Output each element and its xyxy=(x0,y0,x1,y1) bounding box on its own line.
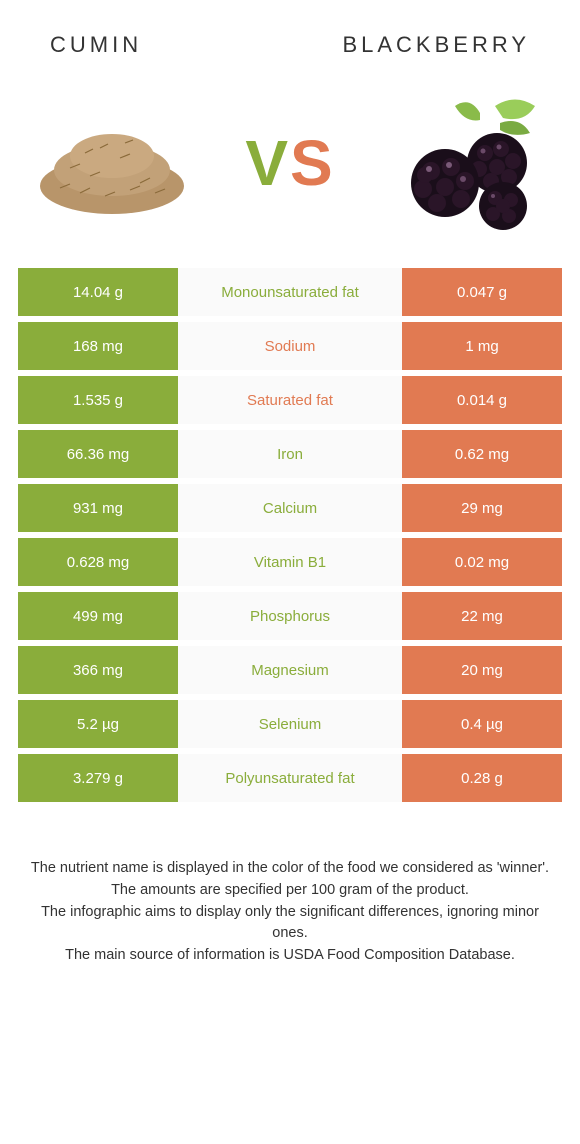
cell-right-value: 0.02 mg xyxy=(402,538,562,586)
cell-left-value: 931 mg xyxy=(18,484,178,532)
cell-nutrient-name: Selenium xyxy=(178,700,402,748)
cell-left-value: 366 mg xyxy=(18,646,178,694)
cell-nutrient-name: Saturated fat xyxy=(178,376,402,424)
header: CUMIN BLACKBERRY xyxy=(0,0,580,78)
cell-nutrient-name: Monounsaturated fat xyxy=(178,268,402,316)
footer-notes: The nutrient name is displayed in the co… xyxy=(0,808,580,967)
cell-left-value: 1.535 g xyxy=(18,376,178,424)
vs-s: S xyxy=(290,127,335,199)
table-row: 3.279 gPolyunsaturated fat0.28 g xyxy=(18,754,562,802)
blackberry-image xyxy=(385,88,550,238)
cell-left-value: 66.36 mg xyxy=(18,430,178,478)
table-row: 168 mgSodium1 mg xyxy=(18,322,562,370)
table-row: 5.2 µgSelenium0.4 µg xyxy=(18,700,562,748)
cell-right-value: 0.047 g xyxy=(402,268,562,316)
cell-right-value: 22 mg xyxy=(402,592,562,640)
cell-left-value: 0.628 mg xyxy=(18,538,178,586)
table-row: 366 mgMagnesium20 mg xyxy=(18,646,562,694)
cell-right-value: 20 mg xyxy=(402,646,562,694)
title-right: BLACKBERRY xyxy=(342,32,530,58)
table-row: 499 mgPhosphorus22 mg xyxy=(18,592,562,640)
footer-line-1: The nutrient name is displayed in the co… xyxy=(30,858,550,880)
cell-nutrient-name: Sodium xyxy=(178,322,402,370)
cumin-image xyxy=(30,88,195,238)
footer-line-3: The infographic aims to display only the… xyxy=(30,902,550,946)
cell-nutrient-name: Magnesium xyxy=(178,646,402,694)
cell-right-value: 1 mg xyxy=(402,322,562,370)
footer-line-4: The main source of information is USDA F… xyxy=(30,945,550,967)
cell-right-value: 0.014 g xyxy=(402,376,562,424)
table-row: 1.535 gSaturated fat0.014 g xyxy=(18,376,562,424)
table-row: 14.04 gMonounsaturated fat0.047 g xyxy=(18,268,562,316)
footer-line-2: The amounts are specified per 100 gram o… xyxy=(30,880,550,902)
cell-right-value: 29 mg xyxy=(402,484,562,532)
cell-right-value: 0.28 g xyxy=(402,754,562,802)
cell-right-value: 0.62 mg xyxy=(402,430,562,478)
cell-nutrient-name: Calcium xyxy=(178,484,402,532)
cell-left-value: 14.04 g xyxy=(18,268,178,316)
cell-nutrient-name: Phosphorus xyxy=(178,592,402,640)
title-left: CUMIN xyxy=(50,32,142,58)
cell-left-value: 3.279 g xyxy=(18,754,178,802)
vs-row: VS xyxy=(0,78,580,268)
cell-right-value: 0.4 µg xyxy=(402,700,562,748)
cell-nutrient-name: Iron xyxy=(178,430,402,478)
vs-v: V xyxy=(245,127,290,199)
vs-label: VS xyxy=(245,126,334,200)
cell-left-value: 499 mg xyxy=(18,592,178,640)
cell-left-value: 168 mg xyxy=(18,322,178,370)
table-row: 66.36 mgIron0.62 mg xyxy=(18,430,562,478)
cell-left-value: 5.2 µg xyxy=(18,700,178,748)
cell-nutrient-name: Polyunsaturated fat xyxy=(178,754,402,802)
comparison-table: 14.04 gMonounsaturated fat0.047 g168 mgS… xyxy=(0,268,580,802)
cell-nutrient-name: Vitamin B1 xyxy=(178,538,402,586)
table-row: 931 mgCalcium29 mg xyxy=(18,484,562,532)
table-row: 0.628 mgVitamin B10.02 mg xyxy=(18,538,562,586)
